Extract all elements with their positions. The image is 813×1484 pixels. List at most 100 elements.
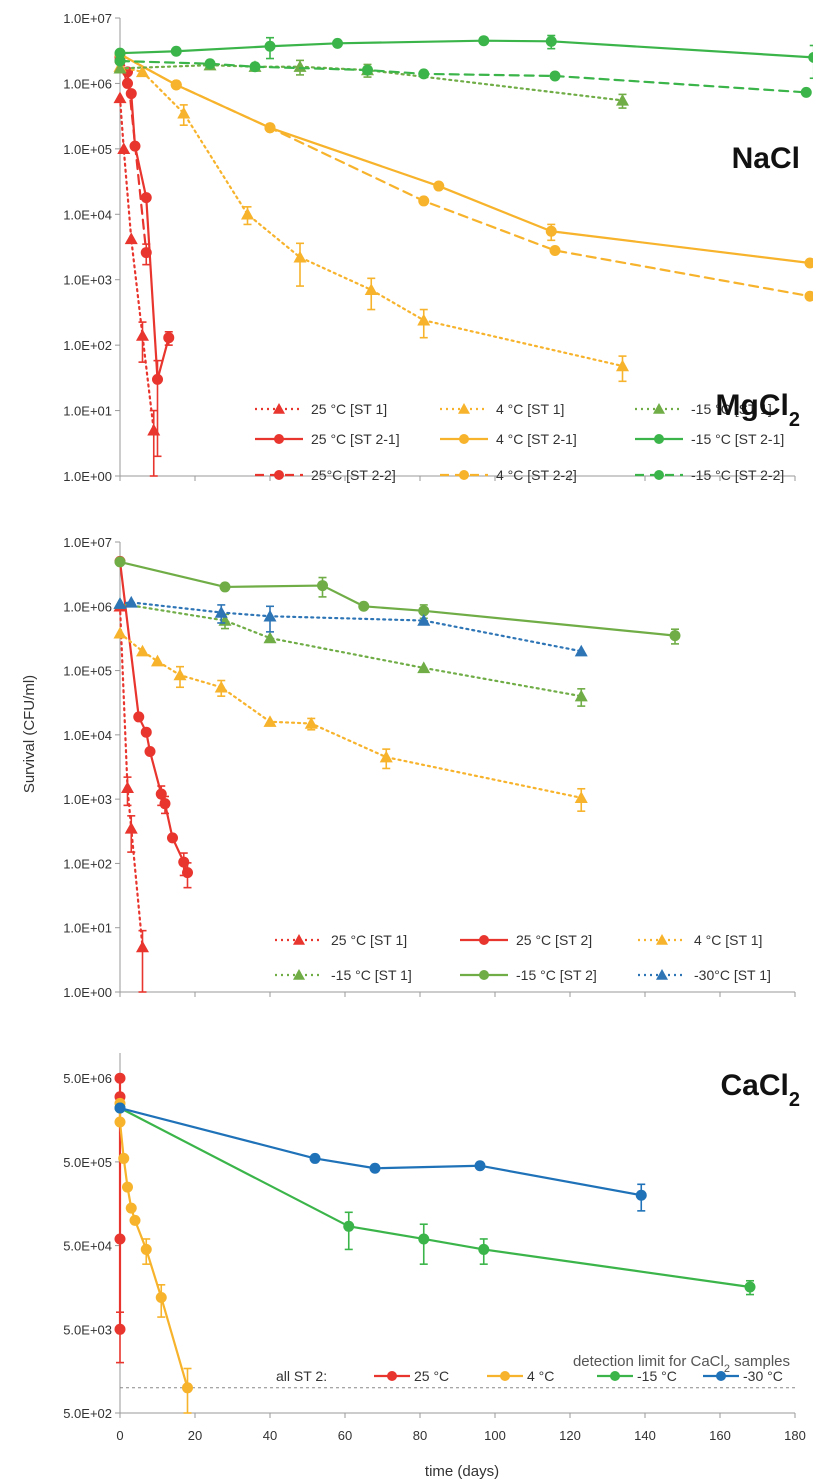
legend-item: 4 °C [ST 1] [440, 401, 564, 417]
data-point [387, 1371, 397, 1381]
x-tick-label: 180 [784, 1428, 806, 1443]
data-point [418, 195, 430, 207]
data-point [616, 359, 629, 372]
legend-item: -30°C [ST 1] [638, 967, 771, 983]
legend-label: -15 °C [ST 2-2] [691, 467, 784, 483]
series-line [118, 605, 144, 949]
data-point [155, 1291, 167, 1303]
series-3 [113, 597, 588, 707]
data-point [479, 935, 489, 945]
data-point [418, 1233, 430, 1245]
data-point [362, 64, 373, 76]
series-line [118, 560, 677, 637]
legend-label: 25 °C [ST 2-1] [311, 431, 400, 447]
data-point [459, 434, 469, 444]
y-tick-label: 5.0E+04 [63, 1239, 112, 1254]
data-point [152, 373, 163, 385]
legend-item: 25 °C [ST 1] [275, 932, 407, 948]
data-point [274, 470, 284, 480]
data-point [167, 832, 178, 844]
data-point [274, 434, 284, 444]
data-point [653, 403, 665, 414]
series-3 [113, 60, 629, 383]
data-point [654, 434, 664, 444]
legend-item: -15 °C [ST 2-2] [635, 467, 784, 483]
data-point [140, 1243, 152, 1255]
series-line [118, 1106, 752, 1289]
data-point [170, 45, 182, 57]
data-point [459, 470, 469, 480]
data-point [263, 715, 277, 727]
series-0 [113, 91, 161, 477]
y-tick-label: 5.0E+05 [63, 1155, 112, 1170]
series-8 [114, 55, 812, 98]
y-tick-label: 1.0E+01 [63, 921, 112, 936]
y-tick-label: 1.0E+00 [63, 469, 112, 484]
data-point [417, 661, 431, 674]
legend-label: 4 °C [527, 1368, 554, 1384]
series-4 [114, 556, 681, 645]
data-point [214, 680, 228, 693]
legend-item: 4 °C [487, 1368, 554, 1384]
data-point [144, 746, 156, 758]
data-point [113, 597, 127, 609]
legend-item: 25 °C [ST 1] [255, 401, 387, 417]
legend-label: 25 °C [ST 1] [331, 932, 407, 948]
legend-item: -15 °C [ST 1] [635, 401, 772, 417]
data-point [343, 1220, 355, 1232]
data-point [124, 595, 138, 608]
data-point [656, 934, 668, 945]
data-point [182, 1382, 193, 1394]
y-tick-label: 5.0E+02 [63, 1406, 112, 1421]
data-point [177, 106, 191, 119]
data-point [418, 68, 430, 80]
data-point [358, 600, 370, 612]
data-point [113, 61, 127, 74]
data-point [804, 290, 813, 302]
data-point [249, 61, 261, 73]
data-point [574, 644, 588, 657]
series-line [118, 1102, 189, 1389]
data-point [364, 283, 378, 296]
series-0 [114, 1072, 126, 1364]
data-point [545, 35, 557, 47]
data-point [273, 403, 285, 414]
data-point [479, 970, 489, 980]
y-tick-label: 1.0E+06 [63, 599, 112, 614]
data-point [114, 1102, 126, 1114]
x-tick-label: 40 [263, 1428, 277, 1443]
panel-2: 5.0E+06 5.0E+05 5.0E+04 5.0E+03 5.0E+02 detec… [63, 1053, 800, 1421]
data-point [656, 969, 668, 980]
legend-item: -15 °C [ST 2] [460, 967, 597, 983]
data-point [114, 47, 126, 59]
data-point [317, 580, 328, 592]
y-tick-label: 1.0E+05 [63, 664, 112, 679]
series-line [118, 1106, 643, 1197]
legend-item: 25°C [ST 2-2] [255, 467, 396, 483]
data-point [163, 332, 175, 344]
data-point [263, 631, 277, 644]
data-point [574, 689, 588, 702]
data-point [241, 207, 254, 220]
legend-label: -15 °C [637, 1368, 677, 1384]
y-tick-label: 1.0E+02 [63, 338, 112, 353]
data-point [800, 86, 812, 98]
data-point [309, 1152, 321, 1164]
legend-label: 25 °C [ST 2] [516, 932, 592, 948]
panel-label: MgCl2 [716, 389, 800, 431]
legend-label: 4 °C [ST 1] [496, 401, 564, 417]
data-point [744, 1281, 756, 1293]
data-point [121, 781, 134, 794]
data-point [129, 1214, 141, 1226]
y-tick-label: 1.0E+07 [63, 11, 112, 26]
data-point [264, 40, 276, 52]
detection-limit-label: detection limit for CaCl2 samples [573, 1353, 790, 1375]
data-point [204, 58, 216, 70]
legend-label: -30°C [ST 1] [694, 967, 771, 983]
y-tick-label: 5.0E+06 [63, 1071, 112, 1086]
y-tick-label: 5.0E+03 [63, 1322, 112, 1337]
y-tick-label: 1.0E+05 [63, 142, 112, 157]
x-tick-label: 140 [634, 1428, 656, 1443]
legend-prefix: all ST 2: [276, 1368, 327, 1384]
